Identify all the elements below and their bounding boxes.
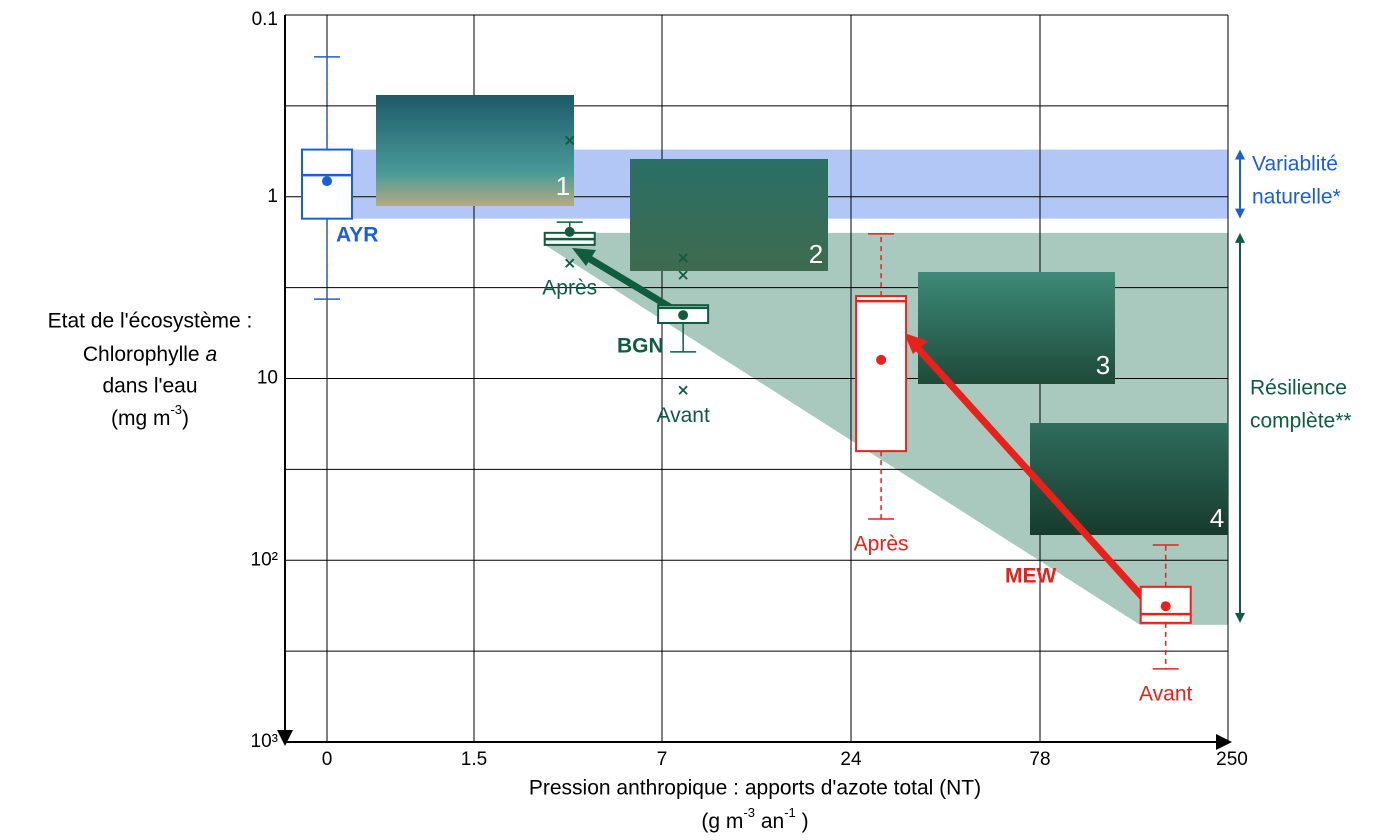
group-label: AYR (336, 224, 378, 247)
x-tick-label: 250 (1216, 749, 1248, 770)
illustration (918, 272, 1115, 384)
image-number: 1 (556, 171, 570, 201)
y-label: Chlorophylle a (83, 343, 217, 366)
box (1139, 585, 1192, 624)
group-label: BGN (617, 335, 664, 358)
y-label-part: -3 (170, 402, 182, 417)
y-label: Etat de l'écosystème : (48, 310, 253, 333)
box-label: Après (854, 533, 909, 556)
box-plot (543, 135, 596, 268)
group-label: MEW (1005, 565, 1057, 588)
y-tick-label: 1 (267, 186, 278, 207)
x-label-part: (g m (701, 810, 743, 833)
box-plot (1139, 544, 1192, 670)
outlier (565, 135, 575, 146)
box-label: Avant (656, 404, 709, 427)
mean (678, 310, 689, 321)
illustration (630, 159, 828, 271)
box-plot (855, 233, 908, 520)
image-number: 3 (1096, 350, 1110, 380)
x-label-part: -1 (784, 805, 796, 820)
y-label-part: a (205, 343, 217, 366)
x-tick-label: 24 (840, 749, 862, 770)
x-tick-label: 7 (657, 749, 668, 770)
box-label: Avant (1139, 682, 1192, 705)
y-tick-label: 10² (251, 549, 278, 570)
x-label-part: -3 (743, 805, 755, 820)
x-label: (g m-3 an-1 ) (701, 805, 808, 832)
band-label: naturelle* (1252, 186, 1341, 209)
box-label: Après (542, 277, 597, 300)
band-label: Variablité (1252, 153, 1338, 176)
outlier (565, 258, 575, 268)
image-number: 4 (1210, 503, 1224, 533)
boxes (301, 56, 1192, 670)
y-label: (mg m-3) (111, 402, 189, 429)
outlier (678, 253, 688, 263)
illustration (376, 95, 574, 206)
y-tick-label: 10³ (251, 731, 278, 752)
bgn-arrow-head (572, 248, 596, 266)
y-label-part: Chlorophylle (83, 343, 200, 366)
box-plot (657, 253, 710, 395)
illustration (1030, 423, 1228, 535)
y-label: dans l'eau (102, 375, 197, 398)
box (855, 295, 908, 453)
image-number: 2 (809, 239, 823, 269)
y-tick-label: 0.1 (252, 9, 278, 30)
x-label: Pression anthropique : apports d'azote t… (529, 777, 981, 800)
mew-arrow-head (904, 333, 928, 354)
y-label-part: (mg m (111, 407, 171, 430)
band-label: complète** (1250, 410, 1352, 433)
band-label: Résilience (1250, 377, 1347, 400)
mean (1160, 601, 1171, 612)
mean (322, 176, 332, 187)
box-plot (301, 56, 353, 300)
outlier (678, 270, 688, 280)
mean (564, 226, 575, 237)
mean (876, 354, 887, 365)
illustrations: 1 2 3 4 (376, 95, 1228, 535)
y-label-part: ) (182, 407, 189, 430)
x-label-part: an (755, 810, 784, 833)
outlier (678, 385, 688, 395)
x-label-part: ) (796, 810, 809, 833)
y-tick-label: 10 (257, 368, 278, 389)
x-tick-label: 0 (322, 749, 333, 770)
x-tick-label: 1.5 (461, 749, 487, 770)
mew-arrow (912, 342, 1148, 603)
x-tick-label: 78 (1029, 749, 1050, 770)
